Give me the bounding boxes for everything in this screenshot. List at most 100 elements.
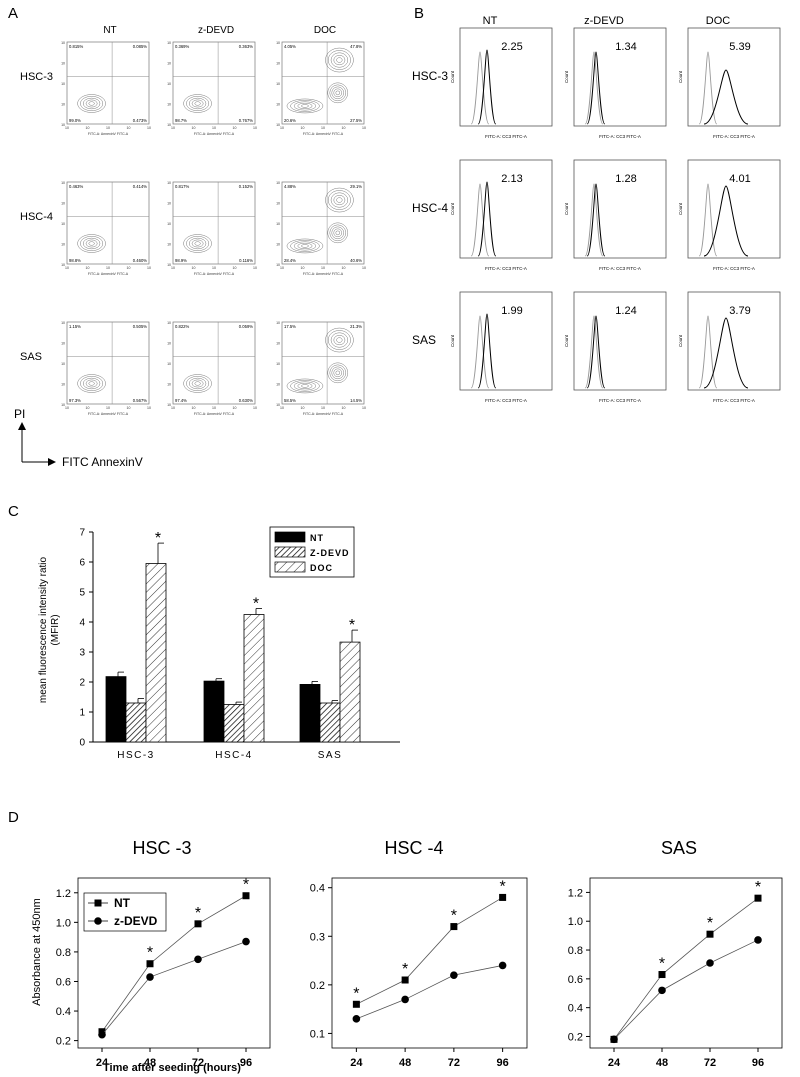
- x-tick-label: 48: [399, 1057, 411, 1069]
- svg-text:10: 10: [253, 406, 257, 410]
- point-z-devd: [706, 959, 714, 967]
- y-tick-label: 1: [79, 708, 85, 719]
- quadrant-ll: 28.4%: [284, 258, 296, 263]
- histogram-plot: Count FITC-A: CC3 FITC-A 3.79: [678, 291, 781, 403]
- significance-marker: *: [402, 961, 408, 978]
- svg-text:10: 10: [362, 266, 366, 270]
- x-tick-label: 96: [752, 1057, 764, 1069]
- x-tick-label: 24: [350, 1057, 363, 1069]
- svg-text:10: 10: [276, 41, 280, 45]
- legend-entry: NT: [310, 533, 324, 543]
- y-tick-label: 0.2: [310, 980, 325, 992]
- svg-text:10: 10: [276, 321, 280, 325]
- point-nt: [754, 894, 762, 902]
- y-tick-label: 2: [79, 678, 85, 689]
- point-nt: [352, 1000, 360, 1008]
- svg-text:10: 10: [280, 406, 284, 410]
- histogram-x-label: FITC-A: CC3 FITC-A: [485, 266, 527, 271]
- panel-b-col-label: NT: [483, 15, 498, 27]
- quadrant-lr: 0.460%: [133, 258, 147, 263]
- point-nt: [146, 960, 154, 968]
- panel-a-axis-arrows: PI FITC AnnexinV: [14, 407, 143, 469]
- histogram-x-label: FITC-A: CC3 FITC-A: [713, 398, 755, 403]
- svg-text:10: 10: [167, 321, 171, 325]
- histogram-plot: Count FITC-A: CC3 FITC-A 1.28: [564, 159, 667, 271]
- panel-a-col-label: z-DEVD: [198, 25, 234, 36]
- histogram-mfir-value: 1.34: [615, 41, 636, 53]
- svg-text:10: 10: [362, 406, 366, 410]
- quadrant-ur: 0.085%: [133, 44, 147, 49]
- bar-nt: [105, 676, 127, 743]
- legend-entry: Z-DEVD: [310, 548, 350, 558]
- annexin-axis-label: FITC AnnexinV: [62, 455, 143, 469]
- series-line-nt: [101, 895, 247, 1032]
- significance-marker: *: [349, 617, 355, 634]
- point-z-devd: [194, 955, 202, 964]
- y-tick-label: 0.6: [568, 974, 583, 986]
- svg-text:10: 10: [86, 266, 90, 270]
- point-nt: [450, 923, 458, 931]
- quadrant-ul: 1.15%: [69, 324, 81, 329]
- svg-text:10: 10: [61, 243, 65, 247]
- histogram-plot: Count FITC-A: CC3 FITC-A 2.13: [450, 159, 553, 271]
- significance-marker: *: [755, 879, 761, 896]
- quadrant-ul: 0.822%: [175, 324, 189, 329]
- significance-marker: *: [659, 956, 665, 973]
- histogram-y-label: Count: [678, 202, 683, 215]
- y-tick-label: 0.4: [310, 883, 325, 895]
- svg-text:10: 10: [106, 126, 110, 130]
- svg-text:10: 10: [167, 342, 171, 346]
- quadrant-ll: 98.9%: [175, 258, 187, 263]
- quadrant-ur: 21.3%: [350, 324, 362, 329]
- svg-text:10: 10: [61, 103, 65, 107]
- y-tick-label: 3: [79, 648, 85, 659]
- legend-entry: z-DEVD: [114, 914, 158, 928]
- svg-text:10: 10: [65, 266, 69, 270]
- bar-doc: [243, 614, 265, 743]
- point-z-devd: [450, 971, 458, 979]
- y-tick-label: 7: [79, 528, 85, 539]
- svg-text:10: 10: [301, 406, 305, 410]
- histogram-plot: Count FITC-A: CC3 FITC-A 1.34: [564, 27, 667, 139]
- histogram-x-label: FITC-A: CC3 FITC-A: [713, 134, 755, 139]
- svg-text:10: 10: [127, 406, 131, 410]
- y-tick-label: 0.3: [310, 931, 325, 943]
- quadrant-ul: 17.5%: [284, 324, 296, 329]
- histogram-y-label: Count: [564, 202, 569, 215]
- panel-a-col-label: DOC: [314, 25, 336, 36]
- y-tick-label: 1.0: [56, 917, 71, 929]
- x-tick-label: 48: [656, 1057, 668, 1069]
- chart-title: HSC -3: [132, 838, 191, 858]
- legend: NT z-DEVD: [83, 892, 167, 932]
- svg-text:10: 10: [212, 126, 216, 130]
- contour-x-label: FITC-A: AnnexinV FITC-A: [194, 272, 235, 276]
- quadrant-ll: 58.5%: [284, 398, 296, 403]
- svg-text:10: 10: [167, 103, 171, 107]
- svg-text:10: 10: [321, 126, 325, 130]
- svg-text:10: 10: [171, 266, 175, 270]
- panel-letter-c: C: [8, 503, 19, 520]
- histogram-mfir-value: 1.24: [615, 305, 636, 317]
- bar-doc: [145, 563, 167, 743]
- contour-x-label: FITC-A: AnnexinV FITC-A: [303, 412, 344, 416]
- quadrant-ur: 0.414%: [133, 184, 147, 189]
- y-tick-label: 0.8: [56, 947, 71, 959]
- panel-letter-a: A: [8, 5, 18, 22]
- svg-text:10: 10: [147, 266, 151, 270]
- svg-text:10: 10: [192, 406, 196, 410]
- significance-marker: *: [155, 530, 161, 547]
- histogram-x-label: FITC-A: CC3 FITC-A: [713, 266, 755, 271]
- svg-text:10: 10: [342, 266, 346, 270]
- svg-text:10: 10: [321, 266, 325, 270]
- bar-doc: [339, 641, 361, 743]
- svg-text:10: 10: [61, 383, 65, 387]
- panel-b-row-label: HSC-4: [412, 201, 448, 215]
